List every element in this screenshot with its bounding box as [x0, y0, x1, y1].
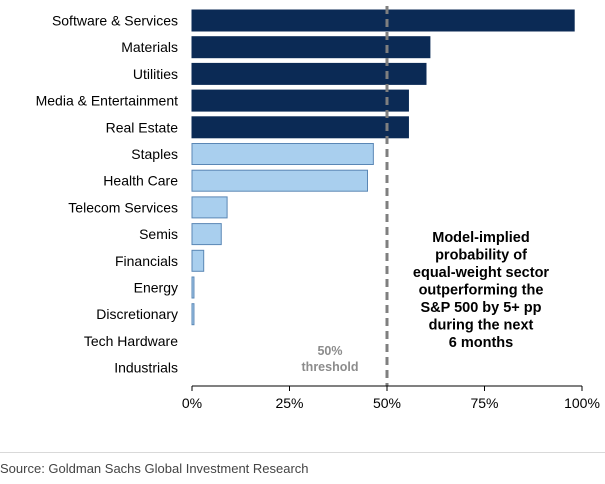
threshold-label: 50% threshold — [302, 344, 359, 374]
category-label: Software & Services — [52, 13, 178, 29]
bar — [191, 276, 195, 299]
bar — [191, 116, 409, 139]
bar — [191, 36, 431, 59]
bar — [191, 143, 374, 165]
annotation-line: during the next — [429, 318, 534, 334]
category-label: Semis — [139, 226, 178, 242]
bars — [191, 9, 575, 326]
source-note: Source: Goldman Sachs Global Investment … — [0, 461, 309, 476]
category-label: Discretionary — [96, 306, 178, 322]
category-label: Utilities — [133, 66, 178, 82]
category-label: Tech Hardware — [84, 333, 178, 349]
category-label: Financials — [115, 253, 178, 269]
x-tick-label: 50% — [373, 395, 401, 411]
bar — [191, 89, 409, 112]
x-axis-ticks: 0% 25% 50% 75% 100% — [182, 386, 600, 411]
annotation-text: Model-implied probability ofequal-weight … — [413, 230, 550, 351]
category-label: Energy — [134, 280, 178, 296]
annotation-line: outperforming the — [419, 283, 544, 299]
bar — [191, 9, 575, 32]
bar — [191, 169, 368, 192]
source-separator — [0, 452, 605, 453]
annotation-line: probability of — [435, 248, 527, 264]
bar — [191, 249, 205, 272]
annotation-line: Model-implied — [432, 230, 529, 246]
annotation-line: S&P 500 by 5+ pp — [420, 300, 541, 316]
x-tick-label: 25% — [275, 395, 303, 411]
category-label: Telecom Services — [68, 199, 178, 215]
sector-probability-chart: Software & Services Materials Utilities Med… — [36, 6, 600, 411]
category-label: Materials — [121, 39, 178, 55]
category-label: Industrials — [114, 360, 178, 376]
bar — [191, 303, 195, 326]
annotation-line: equal-weight sector — [413, 265, 550, 281]
category-label: Real Estate — [106, 119, 179, 135]
category-label: Media & Entertainment — [36, 93, 179, 109]
category-labels: Software & Services Materials Utilities Med… — [36, 13, 179, 376]
x-tick-label: 100% — [564, 395, 600, 411]
annotation-line: 6 months — [449, 335, 513, 351]
threshold-label-line: threshold — [302, 360, 359, 374]
bar — [191, 62, 427, 85]
threshold-label-line: 50% — [317, 344, 342, 358]
x-tick-label: 75% — [470, 395, 498, 411]
x-tick-label: 0% — [182, 395, 202, 411]
category-label: Staples — [131, 146, 178, 162]
bar — [191, 196, 228, 219]
bar — [191, 223, 222, 246]
category-label: Health Care — [103, 173, 178, 189]
